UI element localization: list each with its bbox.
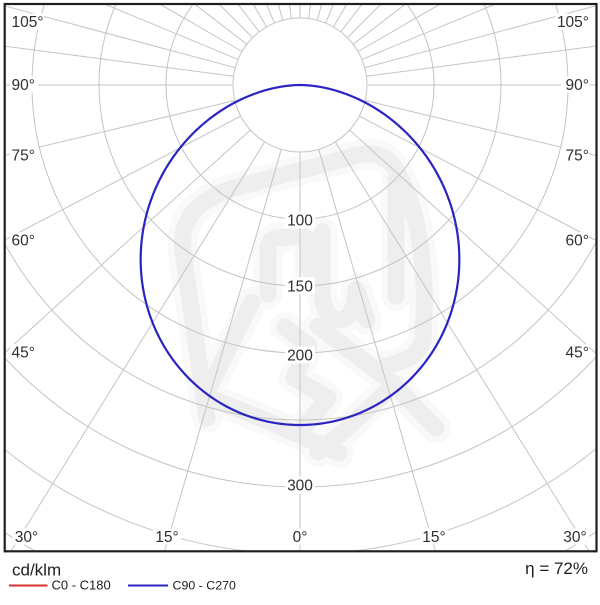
svg-text:75°: 75° xyxy=(566,148,589,165)
svg-text:90°: 90° xyxy=(566,77,589,94)
svg-text:0°: 0° xyxy=(293,529,308,546)
svg-text:100: 100 xyxy=(287,213,313,230)
svg-text:η = 72%: η = 72% xyxy=(525,559,588,578)
svg-text:15°: 15° xyxy=(155,529,178,546)
svg-text:300: 300 xyxy=(287,478,313,495)
svg-text:45°: 45° xyxy=(566,345,589,362)
svg-text:150: 150 xyxy=(287,278,313,295)
svg-text:C0 - C180: C0 - C180 xyxy=(52,578,111,593)
svg-text:60°: 60° xyxy=(12,233,35,250)
svg-text:200: 200 xyxy=(287,348,313,365)
svg-text:60°: 60° xyxy=(566,233,589,250)
svg-text:75°: 75° xyxy=(12,148,35,165)
svg-text:105°: 105° xyxy=(12,14,44,31)
svg-text:45°: 45° xyxy=(12,345,35,362)
svg-text:105°: 105° xyxy=(557,14,589,31)
svg-text:C90 - C270: C90 - C270 xyxy=(173,579,236,593)
svg-text:30°: 30° xyxy=(563,529,586,546)
svg-text:15°: 15° xyxy=(422,529,445,546)
svg-text:90°: 90° xyxy=(12,77,35,94)
svg-text:30°: 30° xyxy=(15,529,38,546)
